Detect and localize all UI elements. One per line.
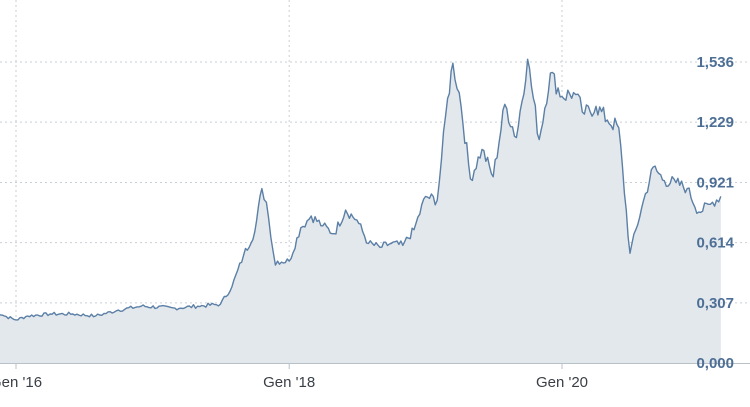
x-axis-ticks: Gen '16 Gen '18 Gen '20 xyxy=(0,374,588,391)
y-axis-ticks: 0,000 0,307 0,614 0,921 1,229 1,536 xyxy=(696,54,734,372)
y-tick-label: 0,921 xyxy=(696,175,734,192)
y-tick-label: 1,536 xyxy=(696,54,734,71)
x-tick-label: Gen '16 xyxy=(0,374,42,391)
x-tick-label: Gen '18 xyxy=(263,374,315,391)
series-area xyxy=(0,58,722,363)
series-line xyxy=(0,58,722,321)
y-tick-label: 0,614 xyxy=(696,235,734,252)
x-tick-label: Gen '20 xyxy=(536,374,588,391)
series-area-fill xyxy=(0,59,721,363)
y-tick-label: 0,307 xyxy=(696,295,734,312)
y-tick-label: 0,000 xyxy=(696,355,734,372)
y-tick-label: 1,229 xyxy=(696,114,734,131)
